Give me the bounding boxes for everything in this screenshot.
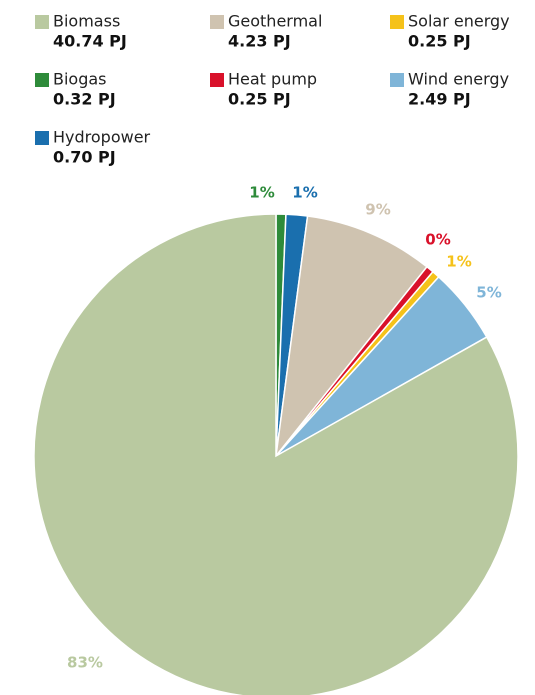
percent-label: 1% — [292, 184, 317, 202]
legend-swatch — [390, 73, 404, 87]
legend-swatch — [210, 73, 224, 87]
legend-label: Hydropower — [53, 128, 151, 147]
legend-value: 4.23 PJ — [228, 32, 291, 51]
legend-swatch — [210, 15, 224, 29]
legend-label: Geothermal — [228, 12, 322, 31]
percent-label: 5% — [476, 284, 501, 302]
pie-slice — [33, 213, 519, 695]
pie-slice — [274, 215, 428, 459]
legend-value: 40.74 PJ — [53, 32, 127, 51]
percent-label: 1% — [249, 184, 274, 202]
legend-value: 2.49 PJ — [408, 90, 471, 109]
percent-label: 83% — [67, 654, 103, 672]
percent-label: 0% — [425, 231, 450, 249]
legend-label: Biogas — [53, 70, 107, 89]
legend-swatch — [35, 73, 49, 87]
legend-label: Biomass — [53, 12, 120, 31]
legend-swatch — [390, 15, 404, 29]
legend-label: Heat pump — [228, 70, 317, 89]
legend-value: 0.25 PJ — [408, 32, 471, 51]
legend-value: 0.25 PJ — [228, 90, 291, 109]
legend-value: 0.32 PJ — [53, 90, 116, 109]
legend-swatch — [35, 15, 49, 29]
legend-swatch — [35, 131, 49, 145]
legend-value: 0.70 PJ — [53, 148, 116, 167]
percent-label: 1% — [446, 253, 471, 271]
legend-label: Solar energy — [408, 12, 510, 31]
percent-label: 9% — [365, 201, 390, 219]
legend-label: Wind energy — [408, 70, 509, 89]
